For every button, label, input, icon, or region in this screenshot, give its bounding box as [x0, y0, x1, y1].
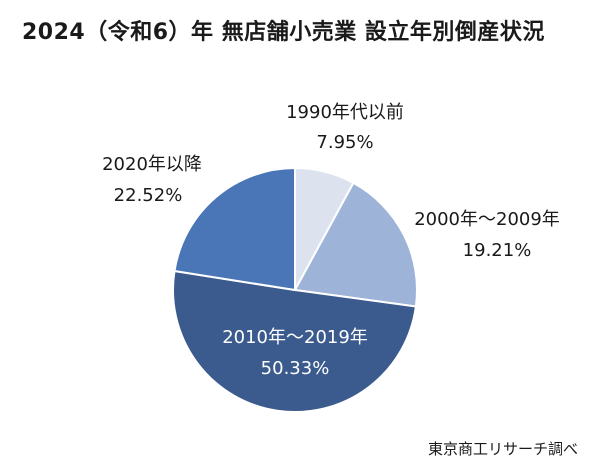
slice-label-2: 2000年～2009年	[414, 209, 560, 230]
slice-value-2: 19.21%	[463, 240, 532, 261]
slice-label-4: 2020年以降	[102, 154, 202, 175]
slice-label-3: 2010年～2019年	[222, 327, 368, 348]
slice-value-4: 22.52%	[114, 185, 183, 206]
slice-value-3: 50.33%	[261, 358, 330, 379]
pie-slice-2	[293, 181, 418, 308]
pie-slice-4	[173, 166, 296, 292]
chart-title: 2024（令和6）年 無店舗小売業 設立年別倒産状況	[22, 20, 545, 45]
source-note: 東京商工リサーチ調べ	[427, 440, 578, 458]
slice-label-1: 1990年代以前	[286, 102, 404, 123]
pie-slice-3	[172, 269, 418, 414]
slice-value-1: 7.95%	[316, 132, 373, 153]
